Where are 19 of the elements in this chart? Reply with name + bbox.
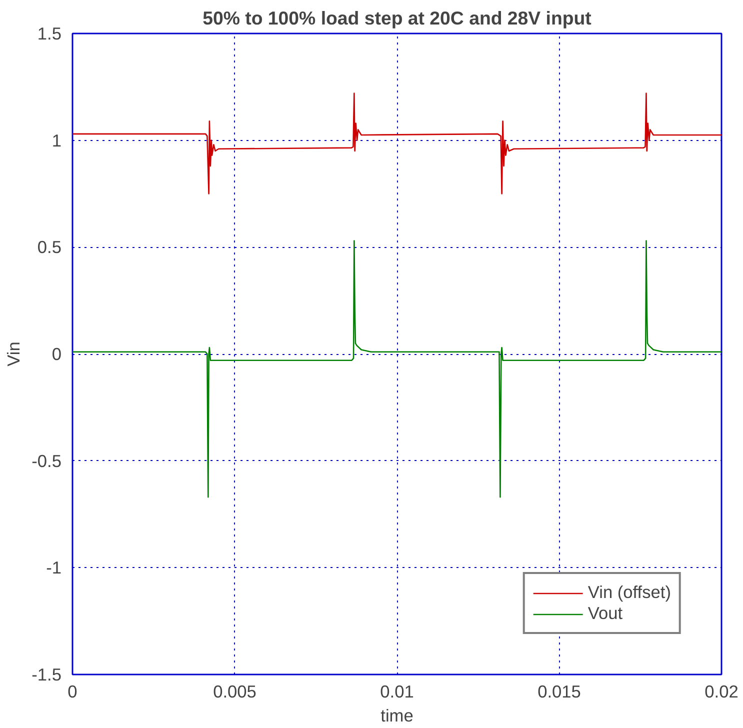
x-tick-label: 0.015	[538, 682, 581, 702]
x-tick-label: 0.01	[380, 682, 414, 702]
y-axis-title: Vin	[4, 342, 24, 366]
x-tick-label: 0.005	[213, 682, 256, 702]
y-tick-label: 0.5	[37, 237, 62, 258]
legend-label: Vout	[588, 603, 623, 624]
line-series	[72, 92, 722, 194]
y-tick-label: -1.5	[32, 664, 62, 684]
y-tick-label: 1	[52, 130, 62, 150]
y-tick-label: 0	[52, 344, 62, 364]
x-axis-title: time	[380, 706, 414, 726]
legend-label: Vin (offset)	[588, 582, 671, 603]
y-tick-label: -0.5	[32, 450, 62, 471]
y-tick-label: -1	[46, 558, 62, 578]
x-tick-label: 0.02	[704, 682, 738, 702]
line-series	[72, 240, 722, 498]
y-tick-label: 1.5	[37, 24, 62, 44]
chart-title: 50% to 100% load step at 20C and 28V input	[202, 8, 592, 28]
x-tick-label: 0	[68, 682, 78, 702]
